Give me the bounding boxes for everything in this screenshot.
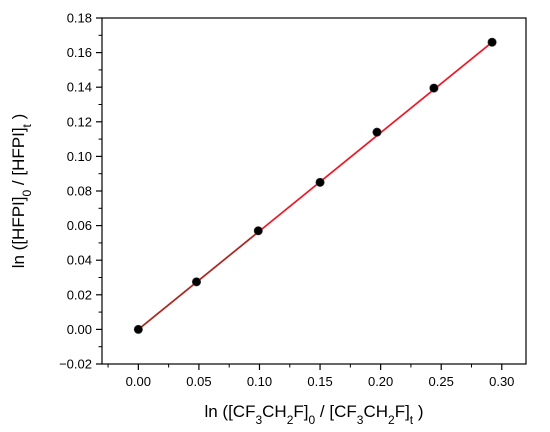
- data-point: [372, 127, 382, 137]
- data-point: [315, 177, 325, 187]
- x-tick-label: 0.30: [489, 374, 514, 389]
- fit-line-layer: [137, 41, 493, 331]
- y-tick-label: 0.18: [67, 11, 92, 26]
- y-tick-label: 0.14: [67, 80, 92, 95]
- data-point: [133, 324, 143, 334]
- y-tick-label: 0.00: [67, 322, 92, 337]
- y-tick-label: 0.06: [67, 218, 92, 233]
- axes: [96, 17, 527, 370]
- data-point: [253, 226, 263, 236]
- y-tick-label: 0.02: [67, 287, 92, 302]
- data-point: [487, 37, 497, 47]
- x-tick-label: 0.10: [247, 374, 272, 389]
- y-tick-label: 0.08: [67, 184, 92, 199]
- x-tick-label: 0.05: [186, 374, 211, 389]
- plot-frame: [101, 17, 527, 365]
- x-tick-label: 0.00: [126, 374, 151, 389]
- data-point: [191, 277, 201, 287]
- y-tick-label: 0.16: [67, 45, 92, 60]
- y-tick-label: 0.10: [67, 149, 92, 164]
- x-tick-label: 0.20: [368, 374, 393, 389]
- x-axis-title: ln ([CF3CH2F]0 / [CF3CH2F]t ): [204, 402, 423, 427]
- data-point: [429, 83, 439, 93]
- y-axis-title: ln ([HFPI]0 / [HFPI]t ): [9, 114, 34, 269]
- x-tick-label: 0.25: [429, 374, 454, 389]
- y-tick-label: 0.12: [67, 114, 92, 129]
- x-tick-label: 0.15: [307, 374, 332, 389]
- tick-labels-layer: 0.00 0.05 0.10 0.15 0.20 0.25 0.30 −0.02 0.00 0.0…: [59, 11, 514, 390]
- y-tick-label: 0.04: [67, 253, 92, 268]
- y-tick-label: −0.02: [59, 357, 92, 372]
- data-points-layer: [133, 37, 497, 334]
